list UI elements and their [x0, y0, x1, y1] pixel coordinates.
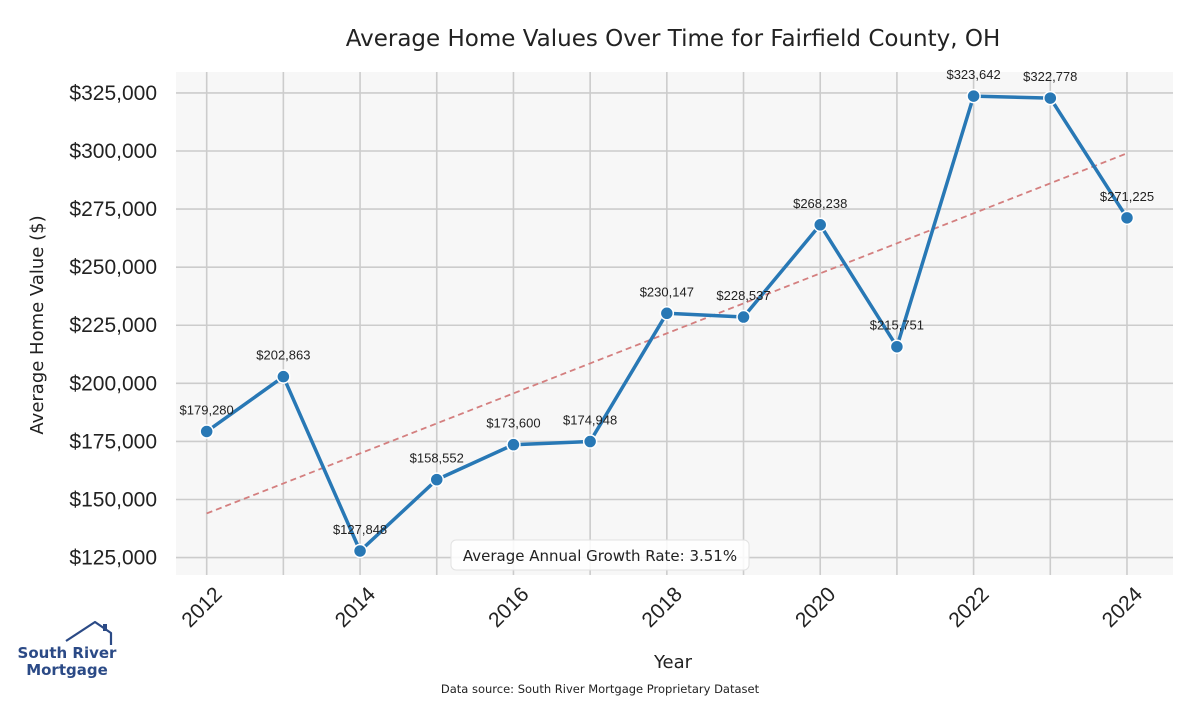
data-point	[966, 88, 981, 104]
data-label: $268,238	[793, 196, 847, 211]
data-label: $215,751	[870, 318, 924, 333]
data-point	[1043, 90, 1058, 106]
data-source-note: Data source: South River Mortgage Propri…	[441, 682, 760, 696]
data-label: $202,863	[256, 348, 310, 363]
data-point	[352, 543, 368, 559]
y-axis-label: Average Home Value ($)	[27, 215, 48, 434]
data-point	[429, 472, 445, 487]
x-tick-label: 2018	[638, 583, 687, 632]
data-label: $323,642	[946, 67, 1000, 82]
chart-title: Average Home Values Over Time for Fairfi…	[346, 26, 1001, 52]
data-label: $271,225	[1100, 189, 1154, 204]
growth-rate-text: Average Annual Growth Rate: 3.51%	[463, 547, 737, 565]
data-label: $230,147	[640, 284, 694, 299]
y-tick-label: $275,000	[69, 198, 157, 221]
y-axis-ticks: $125,000 $150,000 $175,000 $200,000 $225,000…	[69, 82, 157, 570]
south-river-mortgage-logo: South River Mortgage	[18, 620, 118, 679]
trend-line	[206, 152, 1128, 515]
data-labels: $179,280 $202,863 $127,848 $158,552 $173,600…	[180, 67, 1155, 537]
data-label: $174,948	[563, 413, 617, 428]
house-chimney-icon	[103, 624, 107, 631]
data-label: $322,778	[1023, 69, 1077, 84]
series-layer	[199, 88, 1135, 559]
x-tick-label: 2012	[177, 583, 226, 632]
y-tick-label: $225,000	[69, 314, 157, 337]
growth-rate-annotation: Average Annual Growth Rate: 3.51%	[450, 539, 750, 571]
y-tick-label: $300,000	[69, 140, 157, 163]
data-point	[1119, 210, 1135, 226]
x-axis-label: Year	[653, 652, 693, 673]
x-tick-label: 2016	[484, 583, 533, 632]
data-label: $158,552	[410, 451, 464, 466]
data-point	[276, 369, 291, 384]
data-point	[582, 434, 598, 449]
grid-lines	[176, 72, 1173, 575]
data-label: $173,600	[486, 416, 540, 431]
y-tick-label: $325,000	[69, 82, 157, 105]
data-point	[659, 306, 675, 321]
x-tick-label: 2014	[331, 583, 381, 633]
plot-area	[176, 72, 1173, 575]
data-point	[812, 217, 828, 233]
x-tick-label: 2022	[944, 583, 993, 632]
data-label: $127,848	[333, 522, 387, 537]
data-point	[506, 437, 521, 452]
data-label: $228,537	[716, 288, 770, 303]
logo-line-1: South River	[18, 644, 118, 662]
trend-line-layer	[206, 152, 1128, 515]
y-tick-label: $150,000	[69, 488, 157, 511]
x-axis-ticks: 2012 2014 2016 2018 2020 2022 2024	[177, 583, 1147, 633]
x-tick-label: 2020	[791, 583, 840, 632]
logo-line-2: Mortgage	[26, 661, 108, 679]
data-label: $179,280	[180, 402, 234, 417]
data-point	[199, 424, 214, 439]
y-tick-label: $175,000	[69, 430, 157, 453]
y-tick-label: $250,000	[69, 256, 157, 279]
x-tick-label: 2024	[1098, 583, 1148, 633]
y-tick-label: $125,000	[69, 547, 157, 570]
y-tick-label: $200,000	[69, 372, 157, 395]
data-point	[736, 309, 751, 325]
data-point	[889, 339, 905, 354]
